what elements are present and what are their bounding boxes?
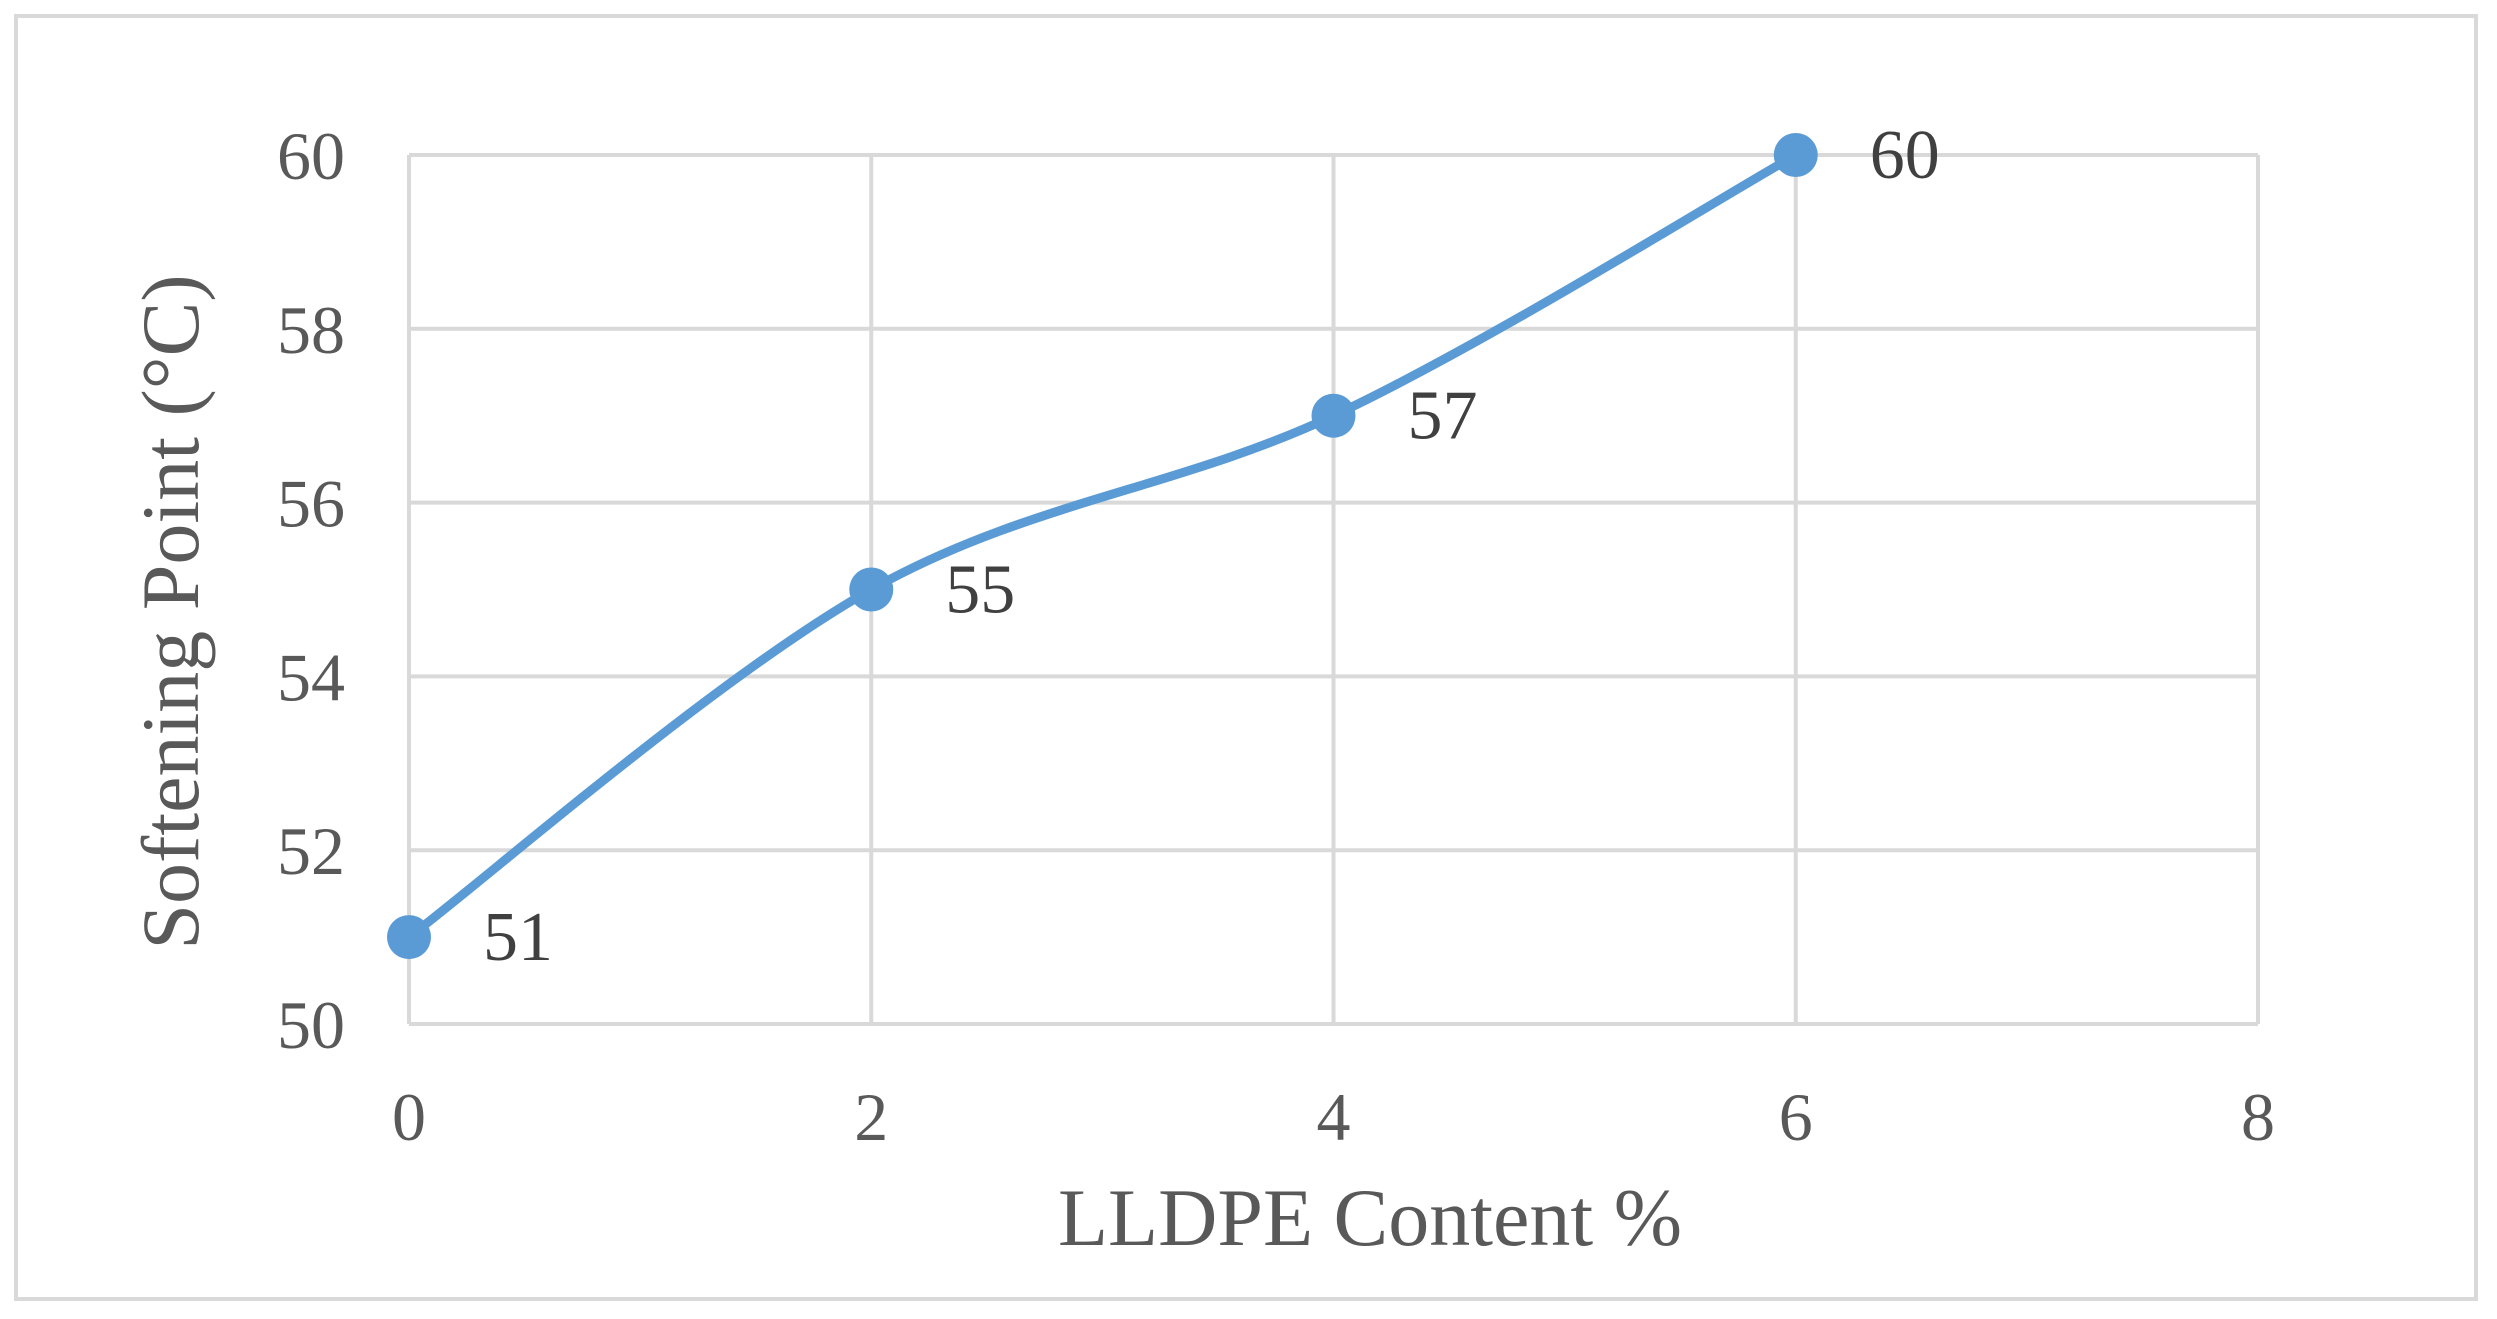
gridlines [407, 153, 2260, 1026]
data-label: 51 [483, 899, 553, 976]
data-labels: 51 55 57 60 [483, 117, 1940, 976]
y-tick-label: 56 [277, 466, 345, 542]
y-axis-ticks: 50 52 54 56 58 60 [277, 118, 345, 1063]
y-tick-label: 50 [277, 987, 345, 1063]
data-label: 57 [1408, 378, 1478, 455]
x-axis-title: LLDPE Content % [1058, 1172, 1682, 1263]
data-label: 60 [1870, 117, 1940, 194]
data-point [849, 567, 894, 612]
data-point [1773, 133, 1818, 177]
y-tick-label: 60 [277, 118, 345, 194]
y-tick-label: 54 [277, 639, 345, 715]
x-tick-label: 6 [1779, 1079, 1813, 1155]
x-tick-label: 0 [392, 1079, 426, 1155]
y-axis-title: Softening Point (°C) [125, 274, 216, 949]
x-tick-label: 8 [2241, 1079, 2275, 1155]
y-tick-label: 58 [277, 292, 345, 368]
data-label: 55 [945, 552, 1015, 629]
y-tick-label: 52 [277, 813, 345, 889]
x-axis-ticks: 0 2 4 6 8 [392, 1079, 2275, 1155]
x-tick-label: 4 [1317, 1079, 1351, 1155]
data-point [1311, 393, 1356, 438]
data-points [387, 133, 1818, 960]
series-line [404, 150, 1801, 942]
data-point [387, 915, 431, 960]
chart-frame [14, 14, 2478, 1301]
x-tick-label: 2 [854, 1079, 888, 1155]
